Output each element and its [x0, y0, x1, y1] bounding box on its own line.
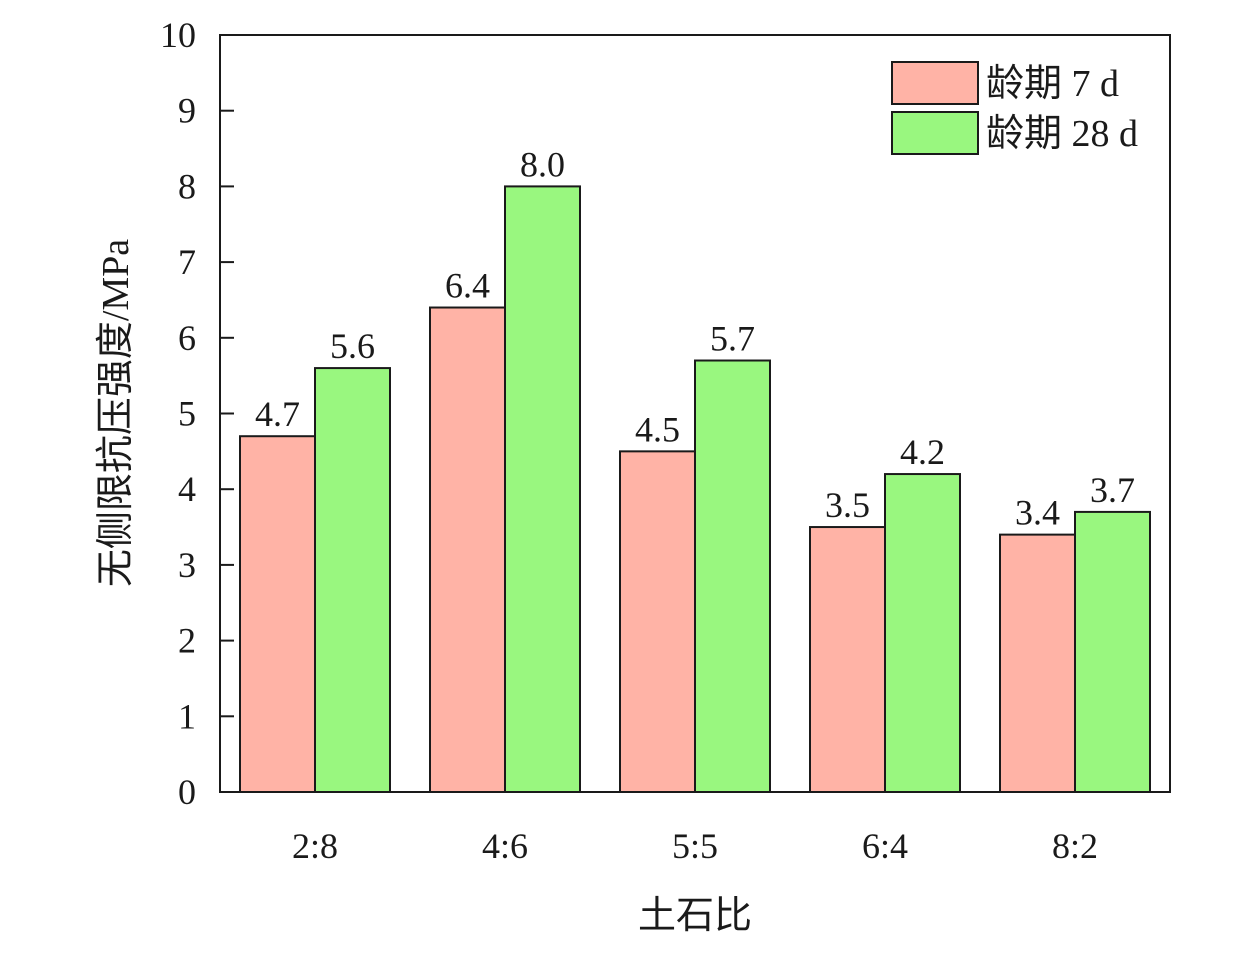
data-label: 8.0: [520, 144, 565, 184]
bars: [239, 185, 1151, 793]
bar-7d: [999, 533, 1076, 793]
legend-label: 龄期 7 d: [986, 63, 1119, 105]
y-tick-label: 5: [178, 394, 196, 434]
data-label: 4.2: [900, 432, 945, 472]
data-label: 4.7: [255, 394, 300, 434]
x-tick-label: 8:2: [1052, 826, 1098, 866]
y-axis-title: 无侧限抗压强度/MPa: [95, 239, 137, 587]
y-tick-label: 7: [178, 242, 196, 282]
y-tick-label: 2: [178, 621, 196, 661]
y-tick-label: 9: [178, 91, 196, 131]
y-tick-label: 1: [178, 696, 196, 736]
bar-7d: [809, 526, 886, 793]
x-tick-label: 2:8: [292, 826, 338, 866]
data-label: 5.7: [710, 319, 755, 359]
bar-7d: [619, 450, 696, 793]
bar-28d: [884, 473, 961, 793]
x-tick-label: 5:5: [672, 826, 718, 866]
x-tick-label: 4:6: [482, 826, 528, 866]
data-label: 5.6: [330, 326, 375, 366]
y-tick-label: 4: [178, 469, 196, 509]
legend-swatch: [891, 61, 979, 105]
bar-28d: [314, 367, 391, 793]
y-tick-label: 0: [178, 772, 196, 812]
legend: 龄期 7 d 龄期 28 d: [891, 61, 1138, 155]
y-axis: 0 1 2 3 4 5 6 7 8 9 10: [160, 15, 234, 812]
data-label: 4.5: [635, 409, 680, 449]
y-tick-label: 3: [178, 545, 196, 585]
x-axis: 2:8 4:6 5:5 6:4 8:2: [292, 782, 1098, 866]
y-tick-label: 10: [160, 15, 196, 55]
bar-28d: [504, 185, 581, 793]
bar-7d: [239, 435, 316, 793]
x-axis-title: 土石比: [638, 895, 752, 937]
x-tick-label: 6:4: [862, 826, 908, 866]
data-label: 3.5: [825, 485, 870, 525]
y-tick-label: 6: [178, 318, 196, 358]
data-label: 3.4: [1015, 493, 1060, 533]
legend-label: 龄期 28 d: [986, 113, 1138, 155]
bar-28d: [694, 359, 771, 793]
y-tick-label: 8: [178, 166, 196, 206]
bar-28d: [1074, 510, 1151, 793]
data-label: 3.7: [1090, 470, 1135, 510]
data-label: 6.4: [445, 266, 490, 306]
bar-7d: [429, 306, 506, 793]
legend-swatch: [891, 111, 979, 155]
data-labels: 4.7 5.6 6.4 8.0 4.5 5.7 3.5 4.2 3.4 3.7: [255, 144, 1135, 532]
